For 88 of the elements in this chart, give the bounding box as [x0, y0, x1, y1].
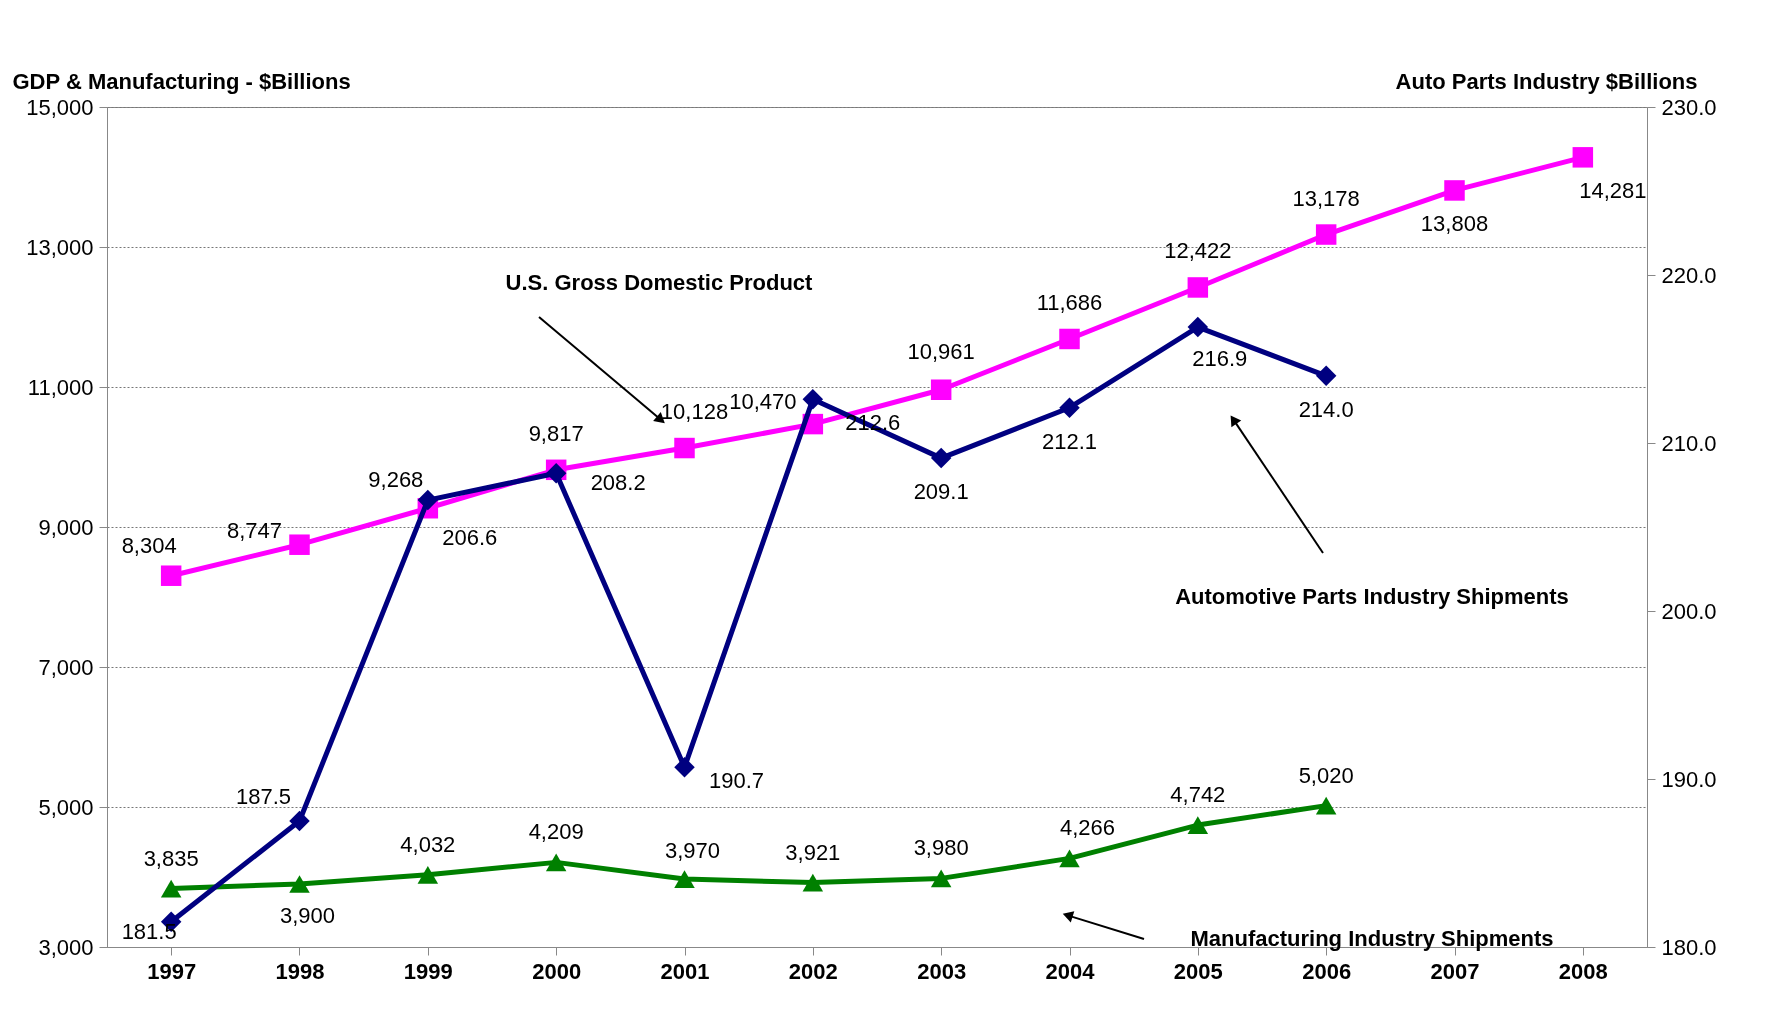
annotation: Automotive Parts Industry Shipments	[1175, 584, 1569, 609]
x-tick-label: 2005	[1173, 958, 1223, 984]
x-tick-label: 2003	[917, 958, 967, 984]
point	[802, 389, 824, 410]
x-tick-label: 1997	[147, 958, 197, 984]
data-label: 12,422	[1164, 238, 1232, 264]
x-tick-label: 2001	[660, 958, 710, 984]
y-tick-label: 9,000	[38, 514, 94, 540]
y-tick-label: 7,000	[38, 654, 94, 680]
point	[802, 873, 824, 892]
point	[1059, 328, 1080, 350]
y-axis-title: GDP & Manufacturing - $Billions	[12, 68, 351, 94]
data-label: 3,900	[279, 903, 336, 928]
data-label: 206.6	[442, 525, 498, 551]
point	[1187, 816, 1209, 834]
data-label: 13,808	[1420, 211, 1489, 237]
y-tick-label: 5,000	[38, 794, 94, 820]
data-label: 14,281	[1579, 178, 1647, 204]
x-tick-label: 2008	[1558, 958, 1608, 984]
y-tick-label: 11,000	[27, 374, 94, 400]
point	[930, 379, 952, 400]
y2-tick-label: 230.0	[1661, 94, 1717, 120]
annotation: U.S. Gross Domestic Product	[505, 270, 814, 295]
data-label: 216.9	[1192, 346, 1248, 372]
x-tick-label: 2004	[1045, 958, 1096, 984]
data-label: 3,835	[143, 845, 199, 871]
y-tick-label: 3,000	[38, 934, 94, 960]
point	[1444, 180, 1465, 201]
annotation: Manufacturing Industry Shipments	[1190, 926, 1554, 951]
data-label: 10,961	[907, 338, 975, 364]
y2-tick-label: 190.0	[1661, 766, 1717, 792]
x-tick-label: 1998	[275, 958, 325, 984]
data-label: 4,209	[528, 819, 584, 845]
point	[674, 756, 695, 778]
point	[674, 870, 695, 888]
y-tick-label: 15,000	[26, 94, 94, 120]
point	[417, 489, 439, 511]
point	[1059, 849, 1080, 868]
data-label: 13,178	[1292, 185, 1360, 211]
x-tick-label: 1999	[403, 958, 453, 984]
y2-tick-label: 220.0	[1661, 262, 1717, 288]
point	[930, 447, 952, 469]
y-tick-label: 13,000	[26, 234, 94, 260]
point	[289, 534, 310, 555]
data-label: 4,742	[1170, 782, 1226, 808]
y2-tick-label: 210.0	[1661, 430, 1717, 456]
data-label: 4,032	[400, 831, 456, 857]
data-label: 8,747	[226, 517, 283, 543]
point	[674, 437, 695, 459]
point	[930, 869, 952, 888]
data-label: 208.2	[590, 470, 646, 496]
data-label: 11,686	[1036, 289, 1103, 315]
point	[289, 810, 310, 832]
point	[417, 865, 439, 884]
data-label: 10,128	[660, 399, 729, 425]
data-label: 214.0	[1298, 396, 1354, 422]
data-label: 3,980	[913, 835, 969, 861]
data-label: 3,970	[664, 838, 721, 864]
point	[1059, 397, 1080, 418]
data-label: 3,921	[785, 839, 841, 865]
point	[1315, 796, 1337, 815]
point	[1187, 277, 1209, 298]
data-label: 10,470	[729, 389, 797, 415]
data-label: 181.5	[121, 918, 177, 944]
y2-tick-label: 180.0	[1661, 934, 1717, 960]
point	[160, 565, 182, 586]
point	[1187, 316, 1209, 338]
data-label: 209.1	[913, 479, 969, 505]
data-label: 212.1	[1041, 428, 1098, 454]
data-label: 190.7	[708, 768, 765, 794]
data-label: 9,268	[368, 467, 424, 493]
data-label: 9,817	[528, 420, 584, 446]
x-tick-label: 2002	[788, 958, 838, 984]
data-label: 8,304	[121, 532, 177, 558]
x-tick-label: 2007	[1430, 958, 1480, 984]
data-label: 5,020	[1298, 762, 1354, 788]
point	[1315, 365, 1337, 387]
data-label: 187.5	[235, 784, 292, 809]
y2-axis-title: Auto Parts Industry $Billions	[1395, 68, 1698, 94]
point	[545, 853, 567, 872]
point	[289, 875, 310, 893]
point	[1315, 224, 1337, 245]
point	[1572, 147, 1594, 168]
data-label: 4,266	[1059, 815, 1116, 841]
x-tick-label: 2006	[1302, 958, 1352, 984]
y2-tick-label: 200.0	[1661, 598, 1717, 624]
point	[160, 879, 182, 898]
x-tick-label: 2000	[532, 958, 582, 984]
